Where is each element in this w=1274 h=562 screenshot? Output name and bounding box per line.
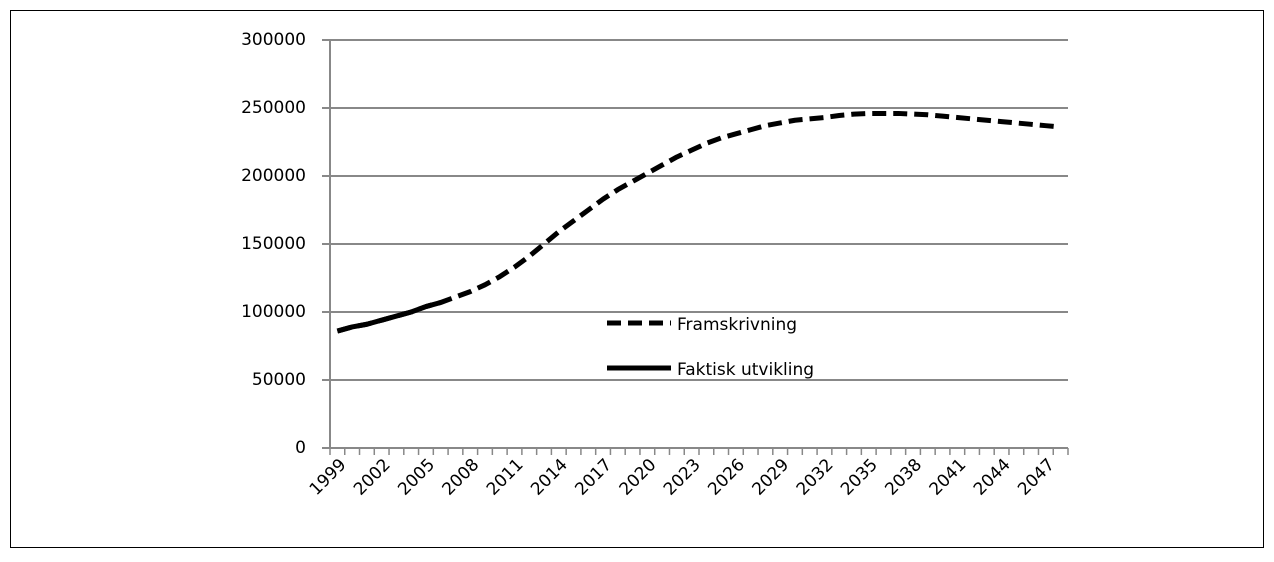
series-line — [336, 300, 442, 334]
y-tick-label: 200000 — [241, 166, 306, 186]
series-line — [336, 110, 1061, 334]
y-tick-label: 50000 — [252, 370, 306, 390]
y-tick-label: 150000 — [241, 234, 306, 254]
legend-label: Framskrivning — [677, 315, 797, 335]
chart-border — [10, 10, 1264, 548]
y-tick-label: 0 — [295, 438, 306, 458]
y-tick-label: 300000 — [241, 30, 306, 50]
y-tick-label: 100000 — [241, 302, 306, 322]
legend-label: Faktisk utvikling — [677, 360, 814, 380]
y-tick-label: 250000 — [241, 98, 306, 118]
